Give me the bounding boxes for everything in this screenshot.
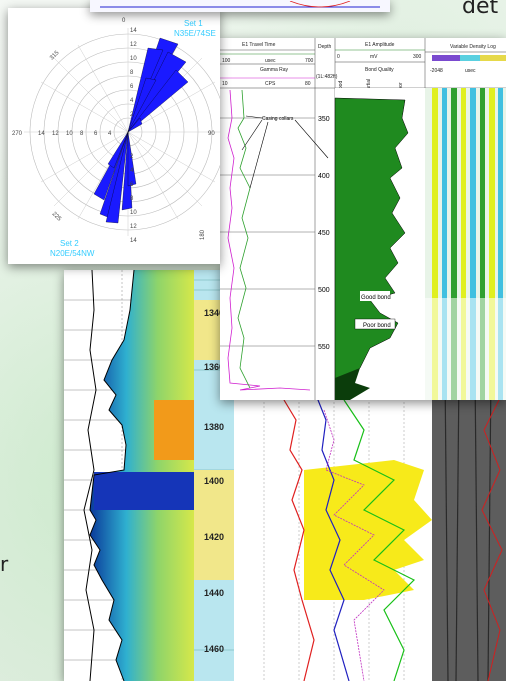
rose-petals	[93, 37, 189, 224]
rose-diagram-svg: 14 12 10 8 6 4 2 14 12 10 8 6 4 2 4 6 8 …	[8, 8, 220, 264]
depth-header: Depth	[318, 44, 332, 50]
cbl-header: E1 Travel Time 100 usec 700 Gamma Ray 10…	[222, 42, 496, 93]
rose-tick-label: 4	[130, 98, 134, 104]
rose-tick-label: 14	[130, 238, 137, 244]
depth-unit: (1L:482ft)	[316, 74, 338, 80]
depth-label: 1380	[204, 422, 224, 432]
background-letter-fragment: r	[0, 552, 9, 576]
track1b-unit: CPS	[265, 81, 276, 87]
rose-tick-label: 10	[130, 210, 137, 216]
depth-label: 1460	[204, 644, 224, 654]
depth-label: 1340	[204, 308, 224, 318]
bond-dark-fill	[335, 368, 370, 400]
rose-tick-label: 8	[130, 196, 134, 202]
collar-arrows	[241, 115, 329, 189]
rose-tick-label: 6	[130, 182, 134, 188]
stereonet-fragment-panel	[90, 0, 390, 12]
set2-value: N20E/54NW	[50, 249, 95, 258]
annotation-good-bond: Good bond	[361, 295, 391, 301]
track3-header: Variable Density Log	[450, 44, 496, 50]
vdl-track	[425, 88, 506, 400]
travel-time-curve	[237, 89, 251, 389]
bond-partial-label: Partial	[366, 79, 372, 93]
rose-tick-label: 4	[108, 131, 112, 137]
track1-dark-band	[94, 472, 194, 510]
track1-max: 700	[305, 58, 314, 64]
cbl-depth-ticks	[220, 117, 315, 347]
depth-label: 1360	[204, 362, 224, 372]
track2-min: 0	[337, 54, 340, 60]
rose-tick-label: 12	[130, 224, 137, 230]
track1-orange-band	[154, 400, 194, 460]
rose-tick-label: 8	[80, 131, 84, 137]
rose-tick-label: 4	[130, 168, 134, 174]
rose-tick-label: 6	[130, 84, 134, 90]
set1-value: N35E/74SE	[174, 29, 216, 38]
lithology-sand-2	[194, 470, 234, 580]
track1-min: 100	[222, 58, 231, 64]
cbl-depth-label: 450	[318, 230, 330, 237]
cbl-depth-labels: 350 400 450 500 550	[318, 116, 330, 351]
track2-max: 300	[413, 54, 422, 60]
rose-angle-labels: 0 270 90 315 225 180	[12, 18, 215, 240]
cbl-depth-label: 350	[318, 116, 330, 123]
track1-curve	[89, 270, 135, 681]
rose-tick-label: 14	[38, 131, 45, 137]
angle-label-southwest: 225	[51, 211, 63, 223]
cbl-svg: E1 Travel Time 100 usec 700 Gamma Ray 10…	[220, 38, 506, 400]
bond-poor-label: Poor	[398, 82, 404, 93]
track3-blue-curve	[313, 389, 350, 681]
depth-labels: 1340 1360 1380 1400 1420 1440 1460	[204, 308, 224, 654]
rose-tick-label: 10	[66, 131, 73, 137]
annotation-poor-bond: Poor bond	[363, 323, 391, 329]
cement-bond-log-panel: E1 Travel Time 100 usec 700 Gamma Ray 10…	[220, 38, 506, 400]
depth-label: 1420	[204, 532, 224, 542]
background-heading-fragment: det	[462, 0, 499, 19]
track2-header: E1 Amplitude	[365, 42, 395, 48]
track3-magenta-curve	[323, 409, 385, 681]
cbl-depth-label: 550	[318, 344, 330, 351]
track1-header: E1 Travel Time	[242, 42, 276, 48]
rose-tick-label: 8	[130, 70, 134, 76]
depth-label: 1400	[204, 476, 224, 486]
stereonet-fragment-svg	[100, 0, 380, 8]
track3-green-curve	[343, 399, 416, 681]
angle-label-east: 90	[208, 131, 215, 137]
set-labels: Set 1 N35E/74SE Set 2 N20E/54NW	[50, 19, 216, 258]
set2-title: Set 2	[60, 239, 79, 248]
rose-diagram-panel: 14 12 10 8 6 4 2 14 12 10 8 6 4 2 4 6 8 …	[8, 8, 220, 264]
annotation-casing-collars: Casing collars	[262, 116, 294, 122]
track1b-max: 80	[305, 81, 311, 87]
set1-title: Set 1	[184, 19, 203, 28]
track2b-header: Bond Quality	[365, 67, 394, 73]
bond-good-label: Good	[338, 81, 344, 93]
track3-red-curve	[283, 399, 315, 681]
angle-label-north: 0	[122, 18, 126, 24]
track1b-header: Gamma Ray	[260, 67, 289, 73]
cbl-depth-label: 500	[318, 287, 330, 294]
track1-left-curve	[83, 270, 97, 681]
rose-tick-label: 10	[130, 56, 137, 62]
angle-label-west: 270	[12, 131, 23, 137]
depth-label: 1440	[204, 588, 224, 598]
track1b-min: 10	[222, 81, 228, 87]
track3-unit: usec	[465, 68, 476, 74]
track3-min: -2048	[430, 68, 443, 74]
angle-label-south: 180	[200, 229, 206, 240]
rose-tick-label: 12	[52, 131, 59, 137]
rose-ring-labels: 14 12 10 8 6 4 2 14 12 10 8 6 4 2 4 6 8 …	[38, 28, 137, 244]
rose-tick-label: 2	[130, 112, 134, 118]
angle-label-northwest: 315	[49, 50, 61, 62]
rose-tick-label: 14	[130, 28, 137, 34]
track1-unit: usec	[265, 58, 276, 64]
track3-yellow-fill	[304, 460, 432, 600]
track2-unit: mV	[370, 54, 378, 60]
rose-tick-label: 6	[94, 131, 98, 137]
rose-tick-label: 2	[130, 154, 134, 160]
image-log-red-trace	[481, 389, 505, 681]
cbl-depth-label: 400	[318, 173, 330, 180]
rose-tick-label: 12	[130, 42, 137, 48]
